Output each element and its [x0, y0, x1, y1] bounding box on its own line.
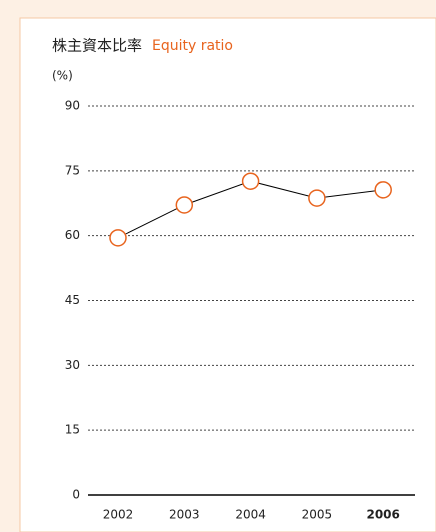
y-tick-label: 60: [65, 228, 80, 242]
x-tick-label: 2003: [169, 508, 200, 522]
y-tick-label: 0: [72, 488, 80, 502]
y-tick-label: 75: [65, 163, 80, 177]
x-tick-label: 2004: [235, 508, 266, 522]
x-tick-label: 2005: [302, 508, 333, 522]
data-point: [241, 172, 260, 190]
x-tick-label: 2006: [366, 508, 399, 522]
y-tick-label: 90: [65, 99, 80, 113]
chart-title: 株主資本比率: [52, 37, 142, 55]
data-point: [109, 229, 127, 247]
panel: [19, 17, 436, 532]
y-tick-label: 45: [65, 293, 80, 307]
data-point: [374, 181, 392, 199]
data-point: [308, 189, 326, 207]
y-tick-label: 30: [65, 358, 80, 372]
y-axis-label: (%): [52, 69, 73, 83]
y-tick-label: 15: [65, 423, 80, 437]
data-point: [175, 196, 194, 214]
chart-subtitle: Equity ratio: [152, 38, 233, 54]
x-tick-label: 2002: [103, 508, 134, 522]
